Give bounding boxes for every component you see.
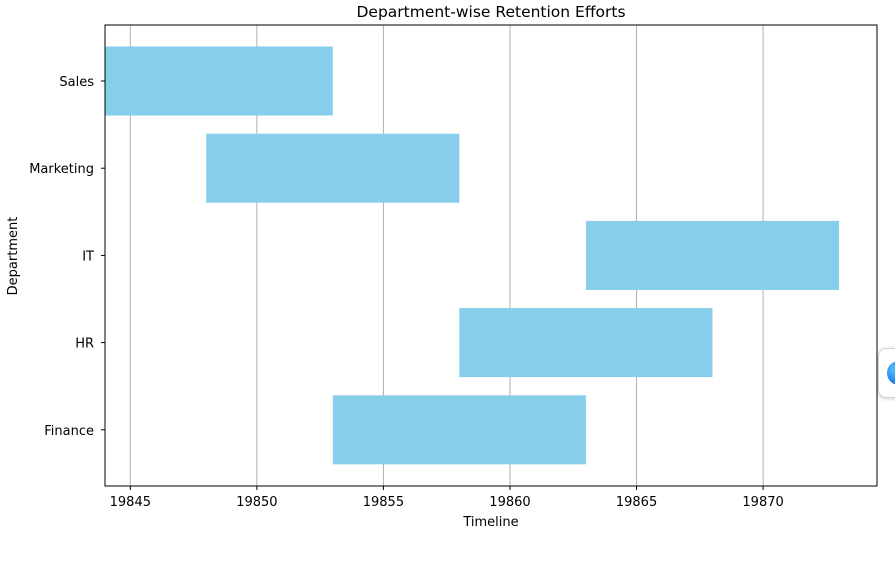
x-axis-title: Timeline (462, 515, 518, 530)
y-tick-label: HR (75, 337, 94, 352)
y-tick-label: Marketing (29, 162, 94, 177)
edge-sidebar-widget[interactable] (878, 348, 895, 398)
y-tick-label: Sales (59, 75, 94, 90)
y-tick-label: IT (82, 249, 94, 264)
edge-sidebar-icon[interactable] (887, 361, 895, 385)
x-tick-label: 19855 (363, 495, 404, 510)
x-tick-label: 19870 (742, 495, 783, 510)
y-axis-title: Department (6, 217, 21, 296)
chart-title: Department-wise Retention Efforts (356, 3, 625, 21)
bars (105, 46, 840, 465)
x-tick-label: 19860 (489, 495, 530, 510)
bar-finance (332, 395, 586, 465)
bar-sales (105, 46, 333, 116)
bar-marketing (206, 133, 460, 203)
x-axis-ticks: 19845 19850 19855 19860 19865 19870 (110, 486, 784, 510)
x-tick-label: 19865 (616, 495, 657, 510)
bar-hr (459, 308, 713, 378)
y-tick-label: Finance (44, 424, 94, 439)
x-tick-label: 19845 (110, 495, 151, 510)
x-tick-label: 19850 (236, 495, 277, 510)
y-axis-ticks: Sales Marketing IT HR Finance (29, 75, 105, 439)
bar-it (585, 220, 840, 290)
